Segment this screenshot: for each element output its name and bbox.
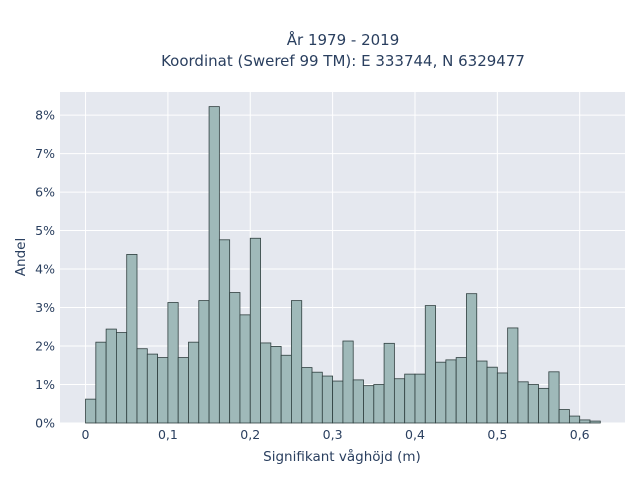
y-tick-label: 1% [35, 377, 55, 392]
histogram-bar [558, 409, 570, 424]
histogram-bar [466, 293, 478, 424]
y-tick-label: 3% [35, 300, 55, 315]
histogram-bar [548, 371, 560, 424]
x-tick-label: 0,2 [240, 427, 260, 442]
histogram-bar [455, 357, 467, 424]
x-tick-label: 0 [82, 427, 90, 442]
histogram-bar [435, 361, 447, 424]
histogram-bar [352, 379, 364, 424]
histogram-bar [270, 346, 282, 424]
histogram-bar [146, 353, 158, 424]
histogram-bar [527, 384, 539, 424]
histogram-bar [116, 332, 128, 424]
histogram-bar [157, 357, 169, 424]
histogram-bar [126, 254, 138, 424]
y-axis-title: Andel [13, 238, 29, 276]
x-tick-label: 0,1 [158, 427, 178, 442]
y-tick-label: 6% [35, 185, 55, 200]
histogram-bar [105, 328, 117, 424]
histogram-bar [363, 385, 375, 424]
y-tick-label: 8% [35, 108, 55, 123]
x-tick-label: 0,4 [405, 427, 425, 442]
histogram-bar [507, 327, 519, 424]
histogram-bar [445, 359, 457, 424]
histogram-bar [404, 373, 416, 424]
histogram-bar [280, 354, 292, 424]
x-tick-label: 0,6 [570, 427, 590, 442]
histogram-bar [177, 357, 189, 424]
histogram-bar [198, 300, 210, 424]
histogram-bar [85, 398, 97, 424]
histogram-bar [291, 300, 303, 424]
histogram-bar [188, 341, 200, 424]
x-tick-label: 0,5 [487, 427, 507, 442]
histogram-bar [260, 342, 272, 424]
histogram-bar [496, 372, 509, 424]
histogram-bar [373, 384, 385, 424]
chart-title-line1: År 1979 - 2019 [287, 30, 400, 49]
histogram-bar [218, 239, 231, 424]
histogram-bar [517, 381, 529, 424]
histogram-bar [569, 415, 581, 424]
histogram-bar [136, 348, 148, 424]
bars [85, 106, 601, 424]
histogram-bar [167, 302, 179, 424]
histogram-bar [538, 387, 550, 424]
histogram-bar [332, 380, 344, 424]
histogram-bar [301, 367, 313, 424]
histogram-bar [311, 371, 323, 424]
y-tick-label: 4% [35, 262, 55, 277]
x-tick-label: 0,3 [323, 427, 343, 442]
histogram-bar [95, 341, 107, 424]
y-tick-label: 5% [35, 223, 55, 238]
x-axis-title: Signifikant våghöjd (m) [263, 448, 421, 465]
histogram-bar [589, 420, 601, 424]
histogram-bar [414, 373, 426, 424]
y-axis-ticks: 0% 1% 2% 3% 4% 5% 6% 7% 8% [35, 108, 55, 431]
histogram-bar [486, 366, 498, 424]
histogram-bar [424, 305, 436, 424]
histogram-bar [208, 106, 220, 424]
histogram-bar [239, 314, 251, 424]
histogram-bar [229, 292, 241, 424]
histogram-bar [321, 375, 334, 424]
histogram-bar [476, 360, 488, 424]
histogram-bar [579, 419, 591, 424]
y-tick-label: 2% [35, 339, 55, 354]
y-tick-label: 7% [35, 146, 55, 161]
histogram-bar [249, 237, 261, 424]
x-axis-ticks: 0 0,1 0,2 0,3 0,4 0,5 0,6 [82, 427, 590, 442]
y-tick-label: 0% [35, 416, 55, 431]
histogram-bar [342, 340, 354, 424]
histogram-bar [393, 378, 406, 424]
chart-title-line2: Koordinat (Sweref 99 TM): E 333744, N 63… [161, 52, 525, 70]
histogram-bar [383, 342, 395, 424]
